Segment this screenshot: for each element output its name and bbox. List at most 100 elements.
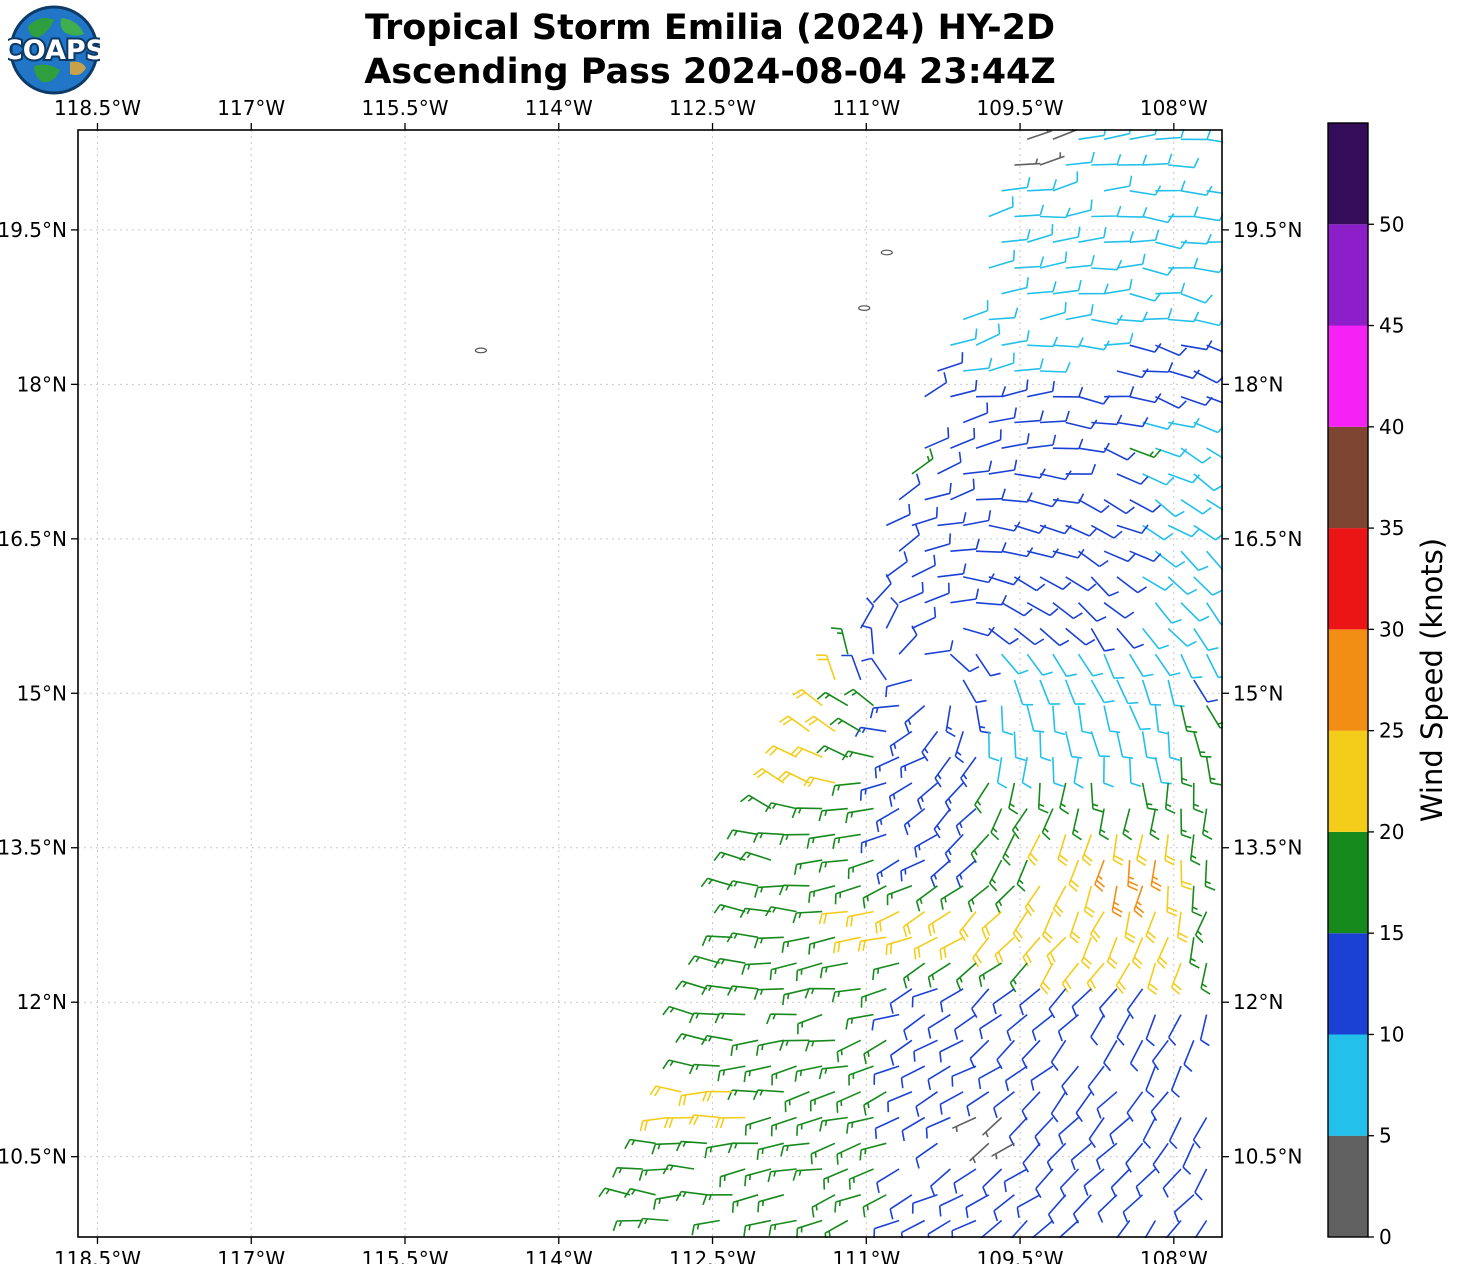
lon-tick-label-top: 112.5°W (669, 96, 756, 120)
wind-barb (1193, 212, 1223, 222)
colorbar-border (1327, 122, 1369, 1238)
lat-tick-label-left: 18°N (17, 372, 67, 396)
wind-barb (1141, 627, 1170, 650)
wind-barb (769, 962, 797, 981)
wind-barb (1194, 911, 1208, 944)
wind-barb (1193, 576, 1223, 596)
wind-barb (1039, 679, 1061, 705)
wind-barb (1155, 395, 1187, 409)
wind-barb (902, 962, 926, 989)
wind-barb (953, 1168, 977, 1194)
wind-barb (653, 1194, 682, 1210)
wind-barb (848, 1168, 874, 1190)
wind-barb (1041, 808, 1054, 841)
wind-barb (744, 1168, 772, 1187)
wind-barb (753, 988, 784, 1000)
wind-barb (1141, 679, 1162, 706)
wind-barb (924, 533, 952, 552)
wind-barb (959, 911, 977, 942)
wind-barb (975, 594, 1008, 606)
wind-barb (1052, 757, 1064, 788)
wind-barb (1103, 602, 1135, 619)
wind-barb (991, 1142, 1015, 1160)
wind-barb (818, 1065, 848, 1080)
wind-barb (871, 1013, 900, 1031)
wind-barb (1129, 550, 1162, 563)
wind-barb (927, 1219, 951, 1238)
wind-barb (1122, 808, 1133, 841)
wind-barb (1180, 808, 1192, 839)
colorbar-tick-label: 15 (1379, 921, 1404, 945)
wind-barb (927, 962, 951, 988)
wind-barb (1027, 548, 1059, 559)
wind-barb (937, 451, 962, 475)
wind-barb (1129, 185, 1162, 196)
wind-barb (974, 782, 990, 814)
wind-barb (612, 1219, 643, 1232)
wind-barb (1167, 1014, 1182, 1046)
wind-barb (784, 1091, 810, 1113)
wind-barb (861, 657, 887, 681)
wind-barb (988, 407, 1017, 424)
wind-barb (731, 1194, 759, 1213)
wind-barb (885, 596, 899, 629)
wind-barb (1144, 1220, 1157, 1238)
wind-barb (819, 1116, 848, 1132)
wind-barb (1115, 1220, 1131, 1238)
wind-barb (857, 936, 887, 952)
wind-barb (1142, 473, 1175, 486)
wind-barb (1095, 1142, 1118, 1170)
wind-barb (1154, 550, 1186, 568)
wind-barb (903, 1013, 926, 1041)
wind-barb (757, 1194, 785, 1213)
wind-barb (988, 459, 1018, 475)
wind-barb (1027, 434, 1057, 449)
wind-barb (649, 1085, 682, 1097)
lon-tick-label-top: 114°W (525, 96, 593, 120)
wind-barb (930, 1168, 951, 1197)
wind-barb (1150, 859, 1162, 892)
wind-barb (955, 807, 977, 836)
colorbar-segment (1328, 629, 1368, 731)
wind-barb (678, 1091, 708, 1107)
wind-barb (830, 627, 849, 655)
wind-barb (950, 379, 978, 398)
wind-barb (1090, 627, 1115, 652)
wind-barb (1094, 859, 1106, 892)
wind-barb (1027, 179, 1058, 192)
wind-barb (1154, 705, 1169, 735)
wind-barb (1090, 731, 1111, 758)
lon-tick-label-bottom: 114°W (525, 1247, 593, 1264)
wind-barb (1039, 152, 1065, 166)
wind-barb (1059, 782, 1070, 815)
wind-barb (902, 910, 926, 938)
wind-barb (862, 885, 887, 909)
wind-barb (1133, 885, 1145, 918)
wind-barb (1004, 1065, 1028, 1092)
wind-barb (1078, 550, 1109, 568)
wind-barb (1083, 1168, 1105, 1196)
wind-barb (1058, 1219, 1080, 1238)
wind-barb (911, 507, 938, 527)
wind-barb (836, 1039, 862, 1063)
wind-barb (1154, 653, 1181, 677)
wind-barb (1052, 337, 1084, 348)
wind-barb (1013, 679, 1034, 706)
wind-barb (1156, 936, 1169, 969)
colorbar-segment (1328, 1135, 1368, 1237)
wind-barb (1052, 438, 1084, 450)
wind-barb (971, 988, 990, 1018)
wind-barb (1145, 1065, 1157, 1098)
wind-barb (1168, 311, 1200, 323)
wind-barb (1013, 731, 1026, 762)
wind-barb (831, 782, 861, 796)
wind-barb (713, 851, 746, 862)
wind-barb (874, 1116, 900, 1139)
wind-barb (756, 1142, 784, 1160)
logo-continent (28, 18, 54, 38)
wind-barb (1065, 627, 1096, 646)
wind-barb (1104, 332, 1134, 346)
lat-tick-label-left: 12°N (17, 990, 67, 1014)
wind-barb (793, 859, 823, 875)
wind-barb (1126, 1091, 1144, 1122)
